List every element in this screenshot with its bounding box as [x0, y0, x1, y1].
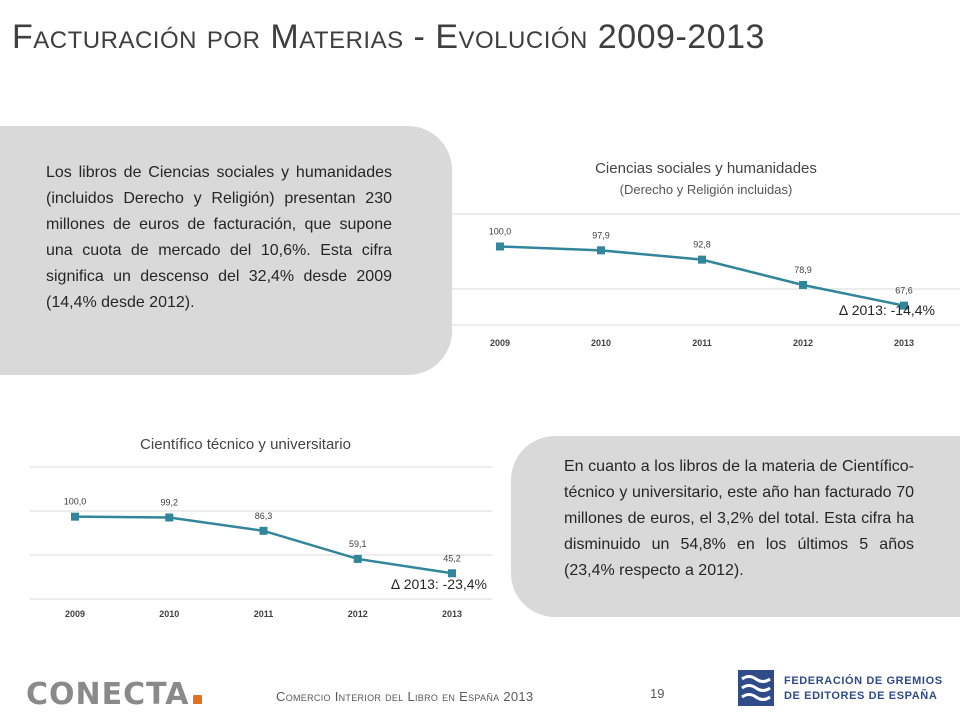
data-label: 86,3	[255, 511, 273, 521]
x-tick-label: 2012	[348, 609, 368, 619]
data-label: 45,2	[443, 553, 461, 563]
page-title-part: F	[12, 18, 34, 56]
chart-plot: 100,0 2009 99,2 2010 86,3 2011 59,1 2012 45,2 201…	[30, 466, 492, 619]
federation-logo-icon	[738, 670, 774, 706]
data-point	[71, 512, 79, 521]
chart-technical-university: Científico técnico y universitario 100,0…	[0, 420, 511, 630]
chart-plot: 100,0 2009 97,9 2010 92,8 2011 78,9 2012 67,6 201…	[452, 213, 960, 348]
annotation-delta: ∆ 2013: -23,4%	[391, 576, 487, 592]
x-tick-label: 2010	[159, 609, 179, 619]
chart-social-sciences: Ciencias sociales y humanidades (Derecho…	[452, 150, 960, 355]
page-title-part: E	[435, 18, 459, 56]
summary-text-technical: En cuanto a los libros de la materia de …	[564, 458, 914, 579]
summary-panel-technical: En cuanto a los libros de la materia de …	[511, 436, 960, 617]
summary-panel-social-sciences: Los libros de Ciencias sociales y humani…	[0, 126, 452, 375]
logo-dot-icon	[192, 695, 202, 704]
page-title-part: M	[270, 18, 300, 56]
data-label: 59,1	[349, 539, 367, 549]
page-number: 19	[650, 686, 665, 701]
x-tick-label: 2013	[894, 338, 914, 348]
data-point	[799, 281, 807, 290]
data-label: 92,8	[693, 240, 711, 250]
chart-subtitle: (Derecho y Religión incluidas)	[619, 182, 793, 197]
federation-line-1: FEDERACIÓN DE GREMIOS	[784, 675, 943, 687]
data-label: 78,9	[794, 265, 812, 275]
data-point	[597, 246, 605, 255]
x-tick-label: 2013	[442, 609, 462, 619]
conecta-logo-text: CONECTA	[26, 677, 190, 712]
x-tick-label: 2010	[591, 338, 611, 348]
page-title-part: volución 2009-2013	[458, 18, 765, 56]
data-point	[259, 526, 268, 535]
x-tick-label: 2009	[65, 609, 85, 619]
data-point	[900, 301, 908, 310]
data-label: 97,9	[592, 230, 610, 240]
conecta-logo: CONECTA	[26, 677, 202, 712]
series-line	[74, 515, 453, 575]
data-label: 99,2	[160, 497, 178, 507]
data-label: 100,0	[64, 497, 87, 507]
page-title: Facturación por Materias - Evolución 200…	[12, 18, 765, 57]
x-tick-label: 2011	[254, 609, 274, 619]
data-label: 100,0	[489, 227, 512, 237]
footer-subtitle: Comercio Interior del Libro en España 20…	[276, 689, 534, 704]
data-point	[353, 554, 362, 563]
data-point	[698, 255, 706, 264]
data-point	[165, 513, 174, 522]
x-tick-label: 2011	[692, 338, 712, 348]
data-point	[496, 242, 504, 251]
page-title-part: aterias -	[299, 18, 436, 56]
x-tick-label: 2009	[490, 338, 510, 348]
data-label: 67,6	[895, 286, 913, 296]
federation-line-2: DE EDITORES DE ESPAÑA	[784, 690, 938, 702]
data-point	[448, 569, 456, 578]
series-line	[499, 245, 905, 307]
federation-name: FEDERACIÓN DE GREMIOS DE EDITORES DE ESP…	[784, 674, 943, 704]
chart-title: Ciencias sociales y humanidades	[595, 160, 817, 177]
page-title-part: acturación por	[33, 18, 271, 56]
summary-text-social-sciences: Los libros de Ciencias sociales y humani…	[46, 164, 392, 311]
chart-title: Científico técnico y universitario	[140, 436, 351, 453]
annotation-delta: ∆ 2013: -14,4%	[839, 302, 935, 318]
x-tick-label: 2012	[793, 338, 813, 348]
